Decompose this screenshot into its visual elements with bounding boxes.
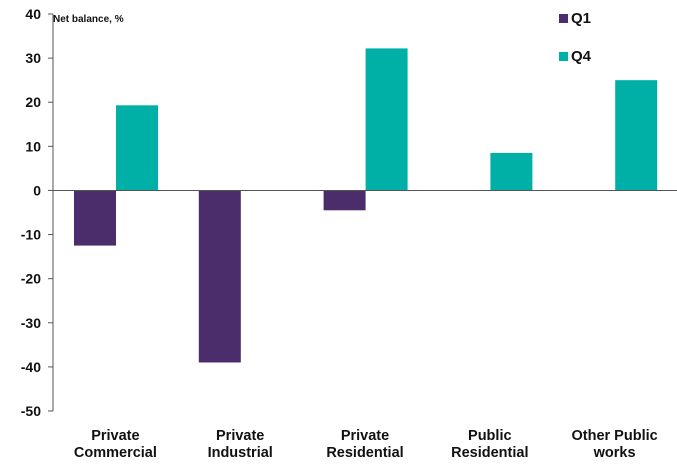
y-tick-label: -10 [21, 227, 41, 243]
legend-swatch-q4 [559, 52, 568, 61]
bar-q4-4 [615, 80, 658, 191]
bar-q1-2 [323, 190, 366, 211]
y-tick-label: 40 [25, 6, 41, 22]
y-tick-label: 20 [25, 94, 41, 110]
x-category-label: Private [91, 428, 139, 444]
x-category-label: Industrial [208, 445, 273, 461]
y-tick-label: -20 [21, 271, 41, 287]
y-tick-label: -50 [21, 403, 41, 419]
y-tick-label: 0 [33, 182, 41, 198]
bar-q4-2 [365, 48, 408, 191]
y-tick-label: -40 [21, 359, 41, 375]
x-category-label: Residential [326, 445, 403, 461]
x-category-label: Private [216, 428, 264, 444]
bar-q4-0 [116, 105, 158, 191]
y-tick-label: 30 [25, 50, 41, 66]
x-category-label: Other Public [571, 428, 657, 444]
x-category-label: Public [468, 428, 512, 444]
bar-q1-1 [198, 190, 241, 363]
bar-q4-3 [490, 152, 533, 191]
legend-label-q4: Q4 [571, 48, 592, 65]
x-category-label: Residential [451, 445, 528, 461]
y-tick-label: 10 [25, 138, 41, 154]
x-category-label: works [593, 445, 636, 461]
y-tick-label: -30 [21, 315, 41, 331]
legend: Q1 Q4 [559, 10, 592, 65]
x-category-label: Private [341, 428, 389, 444]
x-category-label: Commercial [74, 445, 157, 461]
plot-area: 403020100-10-20-30-40-50PrivateCommercia… [21, 6, 677, 461]
legend-swatch-q1 [559, 14, 568, 23]
y-axis-label: Net balance, % [53, 14, 124, 25]
bar-q1-0 [74, 190, 116, 246]
legend-label-q1: Q1 [571, 10, 591, 27]
